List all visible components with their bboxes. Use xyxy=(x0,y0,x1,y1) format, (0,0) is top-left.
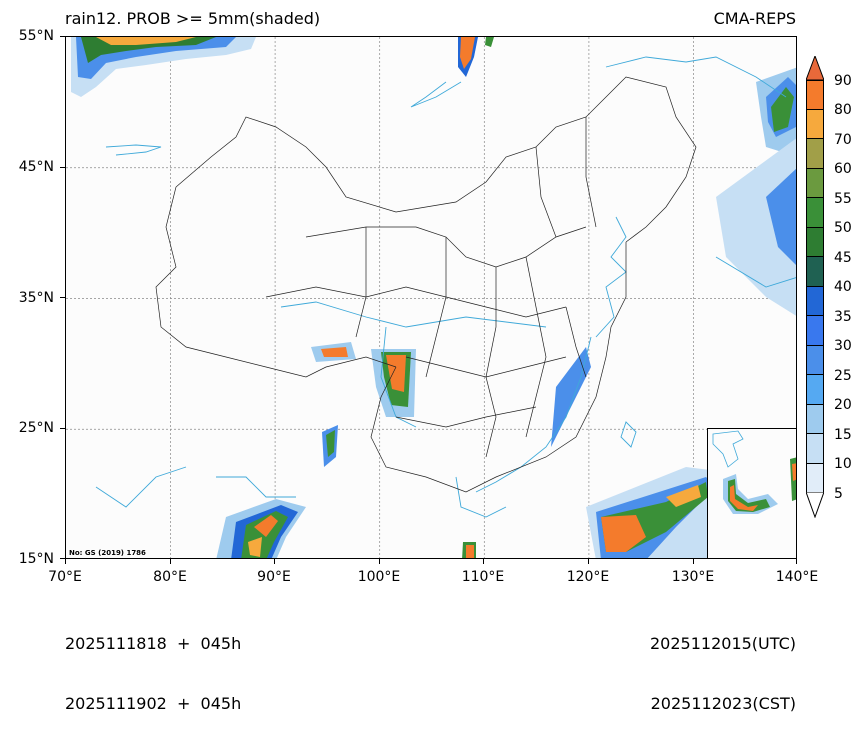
x-tickmark xyxy=(588,559,589,564)
y-tick-25n: 25°N xyxy=(18,420,54,436)
borders xyxy=(155,76,697,493)
valid-time-utc: 2025112015(UTC) xyxy=(650,634,796,653)
colorbar-label-40: 40 xyxy=(834,279,852,295)
chart-title: rain12. PROB >= 5mm(shaded) xyxy=(65,9,321,28)
init-time-cst: 2025111902 + 045h xyxy=(65,694,242,713)
colorbar-seg-30-35 xyxy=(806,315,824,346)
init-time-block: 2025111818 + 045h 2025111902 + 045h xyxy=(65,594,241,734)
x-tickmark xyxy=(170,559,171,564)
y-tickmark xyxy=(60,167,65,168)
coastlines xyxy=(95,56,796,518)
y-tick-45n: 45°N xyxy=(18,159,54,175)
colorbar-seg-70-80 xyxy=(806,109,824,139)
colorbar-over-arrow xyxy=(806,56,824,80)
y-tickmark xyxy=(60,428,65,429)
south-china-sea-inset xyxy=(707,428,797,559)
colorbar-label-70: 70 xyxy=(834,132,852,148)
x-tick-70e: 70°E xyxy=(48,569,82,585)
colorbar-seg-80-90 xyxy=(806,80,824,110)
x-tick-140e: 140°E xyxy=(775,569,819,585)
y-tick-15n: 15°N xyxy=(18,551,54,567)
colorbar-seg-60-70 xyxy=(806,138,824,169)
gridlines xyxy=(66,37,796,558)
x-tickmark xyxy=(65,559,66,564)
x-tick-130e: 130°E xyxy=(671,569,715,585)
x-tick-100e: 100°E xyxy=(357,569,401,585)
colorbar-seg-55-60 xyxy=(806,168,824,198)
colorbar-seg-45-50 xyxy=(806,227,824,257)
init-time-utc: 2025111818 + 045h xyxy=(65,634,242,653)
colorbar-label-80: 80 xyxy=(834,102,852,118)
colorbar-under-arrow xyxy=(806,492,824,518)
colorbar-label-45: 45 xyxy=(834,250,852,266)
x-tick-80e: 80°E xyxy=(153,569,187,585)
x-tick-90e: 90°E xyxy=(257,569,291,585)
precip-shading xyxy=(71,37,796,558)
model-name: CMA-REPS xyxy=(713,9,796,28)
y-tick-55n: 55°N xyxy=(18,28,54,44)
colorbar-seg-25-30 xyxy=(806,345,824,375)
y-tickmark xyxy=(60,297,65,298)
colorbar-label-10: 10 xyxy=(834,456,852,472)
x-tick-110e: 110°E xyxy=(461,569,505,585)
inset-canvas xyxy=(712,430,796,514)
colorbar-label-55: 55 xyxy=(834,191,852,207)
x-tickmark xyxy=(483,559,484,564)
y-tickmark xyxy=(60,558,65,559)
colorbar-label-90: 90 xyxy=(834,73,852,89)
colorbar-label-35: 35 xyxy=(834,309,852,325)
colorbar-seg-40-45 xyxy=(806,256,824,287)
x-tickmark xyxy=(379,559,380,564)
colorbar-label-60: 60 xyxy=(834,161,852,177)
colorbar-label-5: 5 xyxy=(834,486,843,502)
y-tick-35n: 35°N xyxy=(18,290,54,306)
colorbar-seg-10-15 xyxy=(806,433,824,464)
map-plot-area: No: GS (2019) 1786 xyxy=(65,36,797,559)
colorbar-label-25: 25 xyxy=(834,368,852,384)
x-tickmark xyxy=(796,559,797,564)
colorbar-label-20: 20 xyxy=(834,397,852,413)
y-tickmark xyxy=(60,36,65,37)
valid-time-block: 2025112015(UTC) 2025112023(CST) xyxy=(650,594,796,734)
colorbar-label-15: 15 xyxy=(834,427,852,443)
colorbar-seg-35-40 xyxy=(806,286,824,316)
colorbar-label-50: 50 xyxy=(834,220,852,236)
colorbar-seg-15-20 xyxy=(806,404,824,434)
map-canvas xyxy=(66,37,796,558)
x-tickmark xyxy=(693,559,694,564)
x-tickmark xyxy=(274,559,275,564)
colorbar-seg-50-55 xyxy=(806,197,824,228)
colorbar-label-30: 30 xyxy=(834,338,852,354)
valid-time-cst: 2025112023(CST) xyxy=(650,694,796,713)
x-tick-120e: 120°E xyxy=(566,569,610,585)
colorbar-seg-5-10 xyxy=(806,463,824,493)
map-approval-note: No: GS (2019) 1786 xyxy=(69,549,146,557)
colorbar-seg-20-25 xyxy=(806,374,824,405)
